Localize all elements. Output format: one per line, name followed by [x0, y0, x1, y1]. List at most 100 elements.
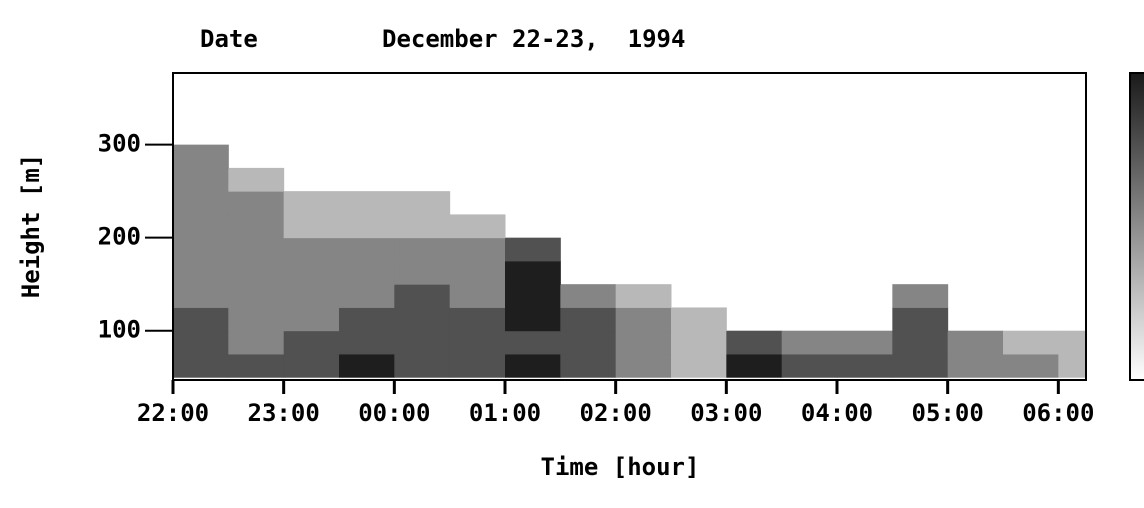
heatmap-cell [228, 330, 285, 355]
heatmap-cell [947, 330, 1004, 355]
heatmap-cell [283, 330, 340, 355]
heatmap-cell [671, 353, 727, 378]
heatmap-cell [505, 284, 561, 308]
x-tick-label: 00:00 [358, 399, 430, 427]
heatmap-cell [339, 330, 395, 355]
x-tick-label: 23:00 [248, 399, 320, 427]
heatmap-cell [671, 330, 727, 355]
heatmap-cell [560, 353, 617, 378]
heatmap-cell [339, 353, 395, 378]
heatmap-cell [339, 214, 395, 239]
heatmap-cell [228, 167, 285, 192]
heatmap-cell [283, 214, 340, 239]
heatmap-cell [339, 260, 395, 285]
colorbar [1129, 72, 1144, 381]
heatmap-cell [394, 191, 451, 215]
heatmap-cell [339, 191, 395, 215]
heatmap-cell [283, 307, 340, 332]
heatmap-cell [228, 214, 285, 239]
heatmap-cell [228, 307, 285, 332]
heatmap-cell [228, 237, 285, 262]
heatmap-cell [394, 284, 451, 308]
heatmap-cell [394, 260, 451, 285]
y-axis-label: Height [m] [17, 154, 45, 299]
heatmap-cell [228, 191, 285, 215]
plot-frame [172, 72, 1087, 381]
heatmap-cell [892, 284, 949, 308]
heatmap-cell [505, 260, 561, 285]
heatmap-cell [449, 307, 506, 332]
heatmap-cell [173, 330, 229, 355]
heatmap-cell [505, 237, 561, 262]
heatmap-cell [339, 284, 395, 308]
heatmap-cell [892, 353, 949, 378]
heatmap-cell [394, 214, 451, 239]
x-tick-label: 01:00 [469, 399, 541, 427]
x-tick-label: 03:00 [690, 399, 762, 427]
heatmap-cell [560, 307, 617, 332]
heatmap-cell [449, 330, 506, 355]
heatmap-cell [449, 237, 506, 262]
heatmap-cell [892, 307, 949, 332]
x-tick-label: 05:00 [912, 399, 984, 427]
heatmap-cell [283, 353, 340, 378]
heatmap-cell [173, 191, 229, 215]
x-tick-label: 02:00 [580, 399, 652, 427]
heatmap-cell [228, 260, 285, 285]
heatmap-cell [173, 144, 229, 169]
heatmap-cell [837, 330, 893, 355]
heatmap-cell [283, 191, 340, 215]
heatmap-cell [947, 353, 1004, 378]
x-tick-label: 04:00 [801, 399, 873, 427]
y-tick-label: 300 [98, 130, 141, 158]
heatmap-cell [283, 284, 340, 308]
chart-title: December 22-23, 1994 [382, 25, 685, 53]
y-tick-label: 100 [98, 316, 141, 344]
heatmap-cell [726, 353, 783, 378]
heatmap-cell [560, 284, 617, 308]
heatmap-cell [615, 284, 672, 308]
heatmap-cell [173, 214, 229, 239]
heatmap-cell [449, 214, 506, 239]
heatmap-cell [394, 353, 451, 378]
heatmap-cell [837, 353, 893, 378]
heatmap-cell [560, 330, 617, 355]
date-label: Date [200, 25, 258, 53]
heatmap-cell [449, 260, 506, 285]
heatmap-cell [505, 307, 561, 332]
heatmap-cell [173, 284, 229, 308]
heatmap-cell [394, 237, 451, 262]
heatmap-cell [1058, 330, 1087, 355]
heatmap-cell [781, 330, 838, 355]
heatmap-cell [228, 353, 285, 378]
x-tick-label: 06:00 [1022, 399, 1094, 427]
x-axis-label: Time [hour] [541, 453, 700, 481]
heatmap-cell [394, 330, 451, 355]
heatmap-cell [283, 237, 340, 262]
y-tick-label: 200 [98, 223, 141, 251]
heatmap-cell [615, 307, 672, 332]
heatmap-cell [228, 284, 285, 308]
heatmap-cell [505, 353, 561, 378]
x-tick-label: 22:00 [137, 399, 209, 427]
heatmap-cell [339, 237, 395, 262]
heatmap-cell [1058, 353, 1087, 378]
heatmap-cell [1003, 353, 1059, 378]
heatmap-cell [339, 307, 395, 332]
heatmap-cell [173, 307, 229, 332]
heatmap-cell [449, 353, 506, 378]
heatmap-cell [1003, 330, 1059, 355]
heatmap-cell [394, 307, 451, 332]
heatmap-cell [173, 260, 229, 285]
heatmap-cell [615, 330, 672, 355]
heatmap-cell [615, 353, 672, 378]
heatmap-cell [283, 260, 340, 285]
heatmap-cell [449, 284, 506, 308]
heatmap-cell [173, 237, 229, 262]
heatmap [173, 144, 1087, 378]
heatmap-cell [173, 167, 229, 192]
heatmap-cell [173, 353, 229, 378]
heatmap-cell [671, 307, 727, 332]
heatmap-cell [781, 353, 838, 378]
heatmap-cell [726, 330, 783, 355]
